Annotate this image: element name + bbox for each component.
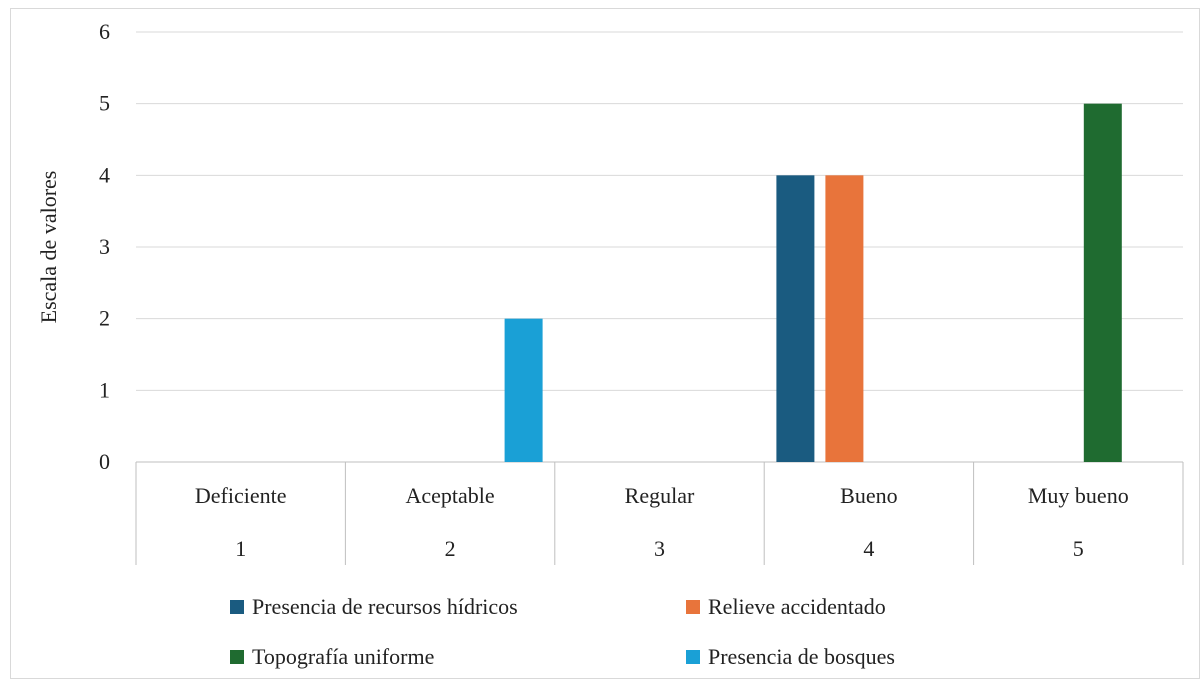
x-tick-label: Bueno (840, 483, 897, 508)
y-axis-label: Escala de valores (36, 171, 61, 324)
legend-item-presencia-bosques: Presencia de bosques (686, 644, 895, 670)
bar-chart: 0 1 2 3 4 5 6 Deficiente 1 Aceptable 2 Regular 3 Bue… (36, 19, 1184, 565)
y-tick-label: 4 (99, 162, 110, 187)
x-tick-number: 2 (445, 536, 456, 561)
legend-item-relieve-accidentado: Relieve accidentado (686, 594, 886, 620)
bar (504, 318, 543, 462)
legend-label: Presencia de recursos hídricos (252, 594, 518, 619)
legend-swatch (686, 650, 700, 664)
x-tick-number: 5 (1073, 536, 1084, 561)
x-tick-number: 1 (235, 536, 246, 561)
bar (1083, 103, 1122, 463)
bar (776, 175, 815, 463)
legend-item-recursos-hidricos: Presencia de recursos hídricos (230, 594, 518, 620)
y-tick-label: 6 (99, 19, 110, 44)
legend-swatch (686, 600, 700, 614)
y-tick-label: 5 (99, 91, 110, 116)
legend-label: Relieve accidentado (708, 594, 886, 619)
legend-swatch (230, 600, 244, 614)
gridlines (136, 31, 1183, 463)
legend-item-topografia-uniforme: Topografía uniforme (230, 644, 434, 670)
bars (504, 103, 1122, 463)
x-tick-number: 3 (654, 536, 665, 561)
y-tick-label: 3 (99, 234, 110, 259)
x-tick-number: 4 (863, 536, 874, 561)
y-tick-label: 2 (99, 306, 110, 331)
legend-label: Presencia de bosques (708, 644, 895, 669)
chart-frame (10, 8, 1200, 679)
x-tick-label: Deficiente (195, 483, 287, 508)
y-tick-label: 1 (99, 377, 110, 402)
legend-label: Topografía uniforme (252, 644, 435, 669)
y-axis-ticks: 0 1 2 3 4 5 6 (99, 19, 110, 474)
legend-swatch (230, 650, 244, 664)
x-axis: Deficiente 1 Aceptable 2 Regular 3 Bueno 4 Muy b… (135, 462, 1184, 565)
bar (825, 175, 864, 463)
y-tick-label: 0 (99, 449, 110, 474)
x-tick-label: Regular (625, 483, 695, 508)
x-tick-label: Aceptable (406, 483, 495, 508)
x-tick-label: Muy bueno (1028, 483, 1129, 508)
legend: Presencia de recursos hídricos Relieve a… (0, 586, 1203, 676)
